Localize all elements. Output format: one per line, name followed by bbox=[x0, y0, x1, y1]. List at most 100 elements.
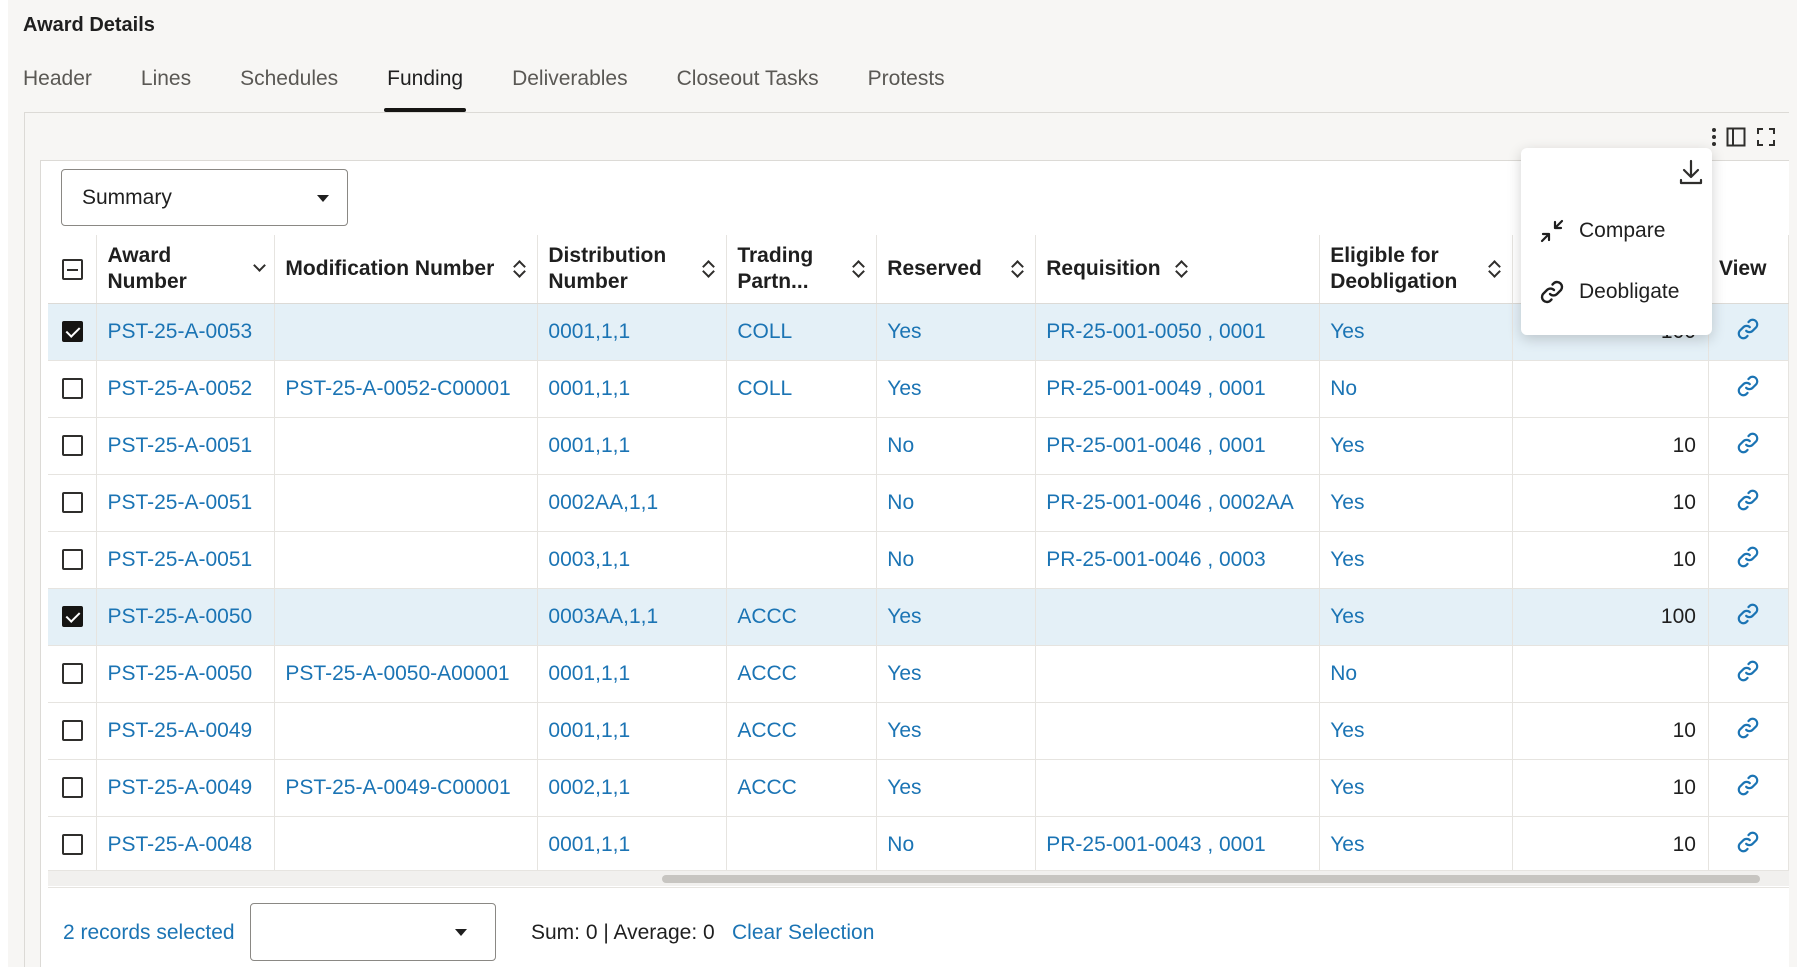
requisition-cell[interactable]: PR-25-001-0046 , 0003 bbox=[1035, 531, 1321, 589]
tab-closeout-tasks[interactable]: Closeout Tasks bbox=[676, 67, 819, 90]
fullscreen-icon[interactable] bbox=[1755, 126, 1777, 148]
requisition-cell[interactable]: PR-25-001-0046 , 0001 bbox=[1035, 417, 1321, 475]
view-link-icon[interactable] bbox=[1736, 374, 1760, 404]
table-row[interactable]: PST-25-A-0051 0001,1,1 No PR-25-001-0046 , … bbox=[48, 417, 1789, 475]
distribution-number-cell[interactable]: 0003AA,1,1 bbox=[537, 588, 728, 646]
requisition-cell[interactable] bbox=[1035, 759, 1321, 817]
table-row[interactable]: PST-25-A-0049 0001,1,1 ACCC Yes Yes 10 bbox=[48, 702, 1789, 760]
col-award-number[interactable]: Award Number bbox=[96, 235, 276, 304]
requisition-cell[interactable] bbox=[1035, 588, 1321, 646]
view-link-icon[interactable] bbox=[1736, 488, 1760, 518]
award-number-cell[interactable]: PST-25-A-0053 bbox=[96, 303, 276, 361]
trading-partner-cell[interactable]: ACCC bbox=[726, 645, 878, 703]
modification-number-cell[interactable] bbox=[274, 474, 539, 532]
view-link-icon[interactable] bbox=[1736, 659, 1760, 689]
modification-number-cell[interactable] bbox=[274, 588, 539, 646]
table-row[interactable]: PST-25-A-0051 0003,1,1 No PR-25-001-0046 , … bbox=[48, 531, 1789, 589]
modification-number-cell[interactable]: PST-25-A-0052-C00001 bbox=[274, 360, 539, 418]
select-all-checkbox[interactable] bbox=[61, 258, 83, 280]
row-checkbox[interactable] bbox=[61, 549, 83, 571]
reserved-cell[interactable]: Yes bbox=[876, 702, 1037, 760]
trading-partner-cell[interactable]: COLL bbox=[726, 303, 878, 361]
reserved-cell[interactable]: No bbox=[876, 816, 1037, 870]
modification-number-cell[interactable]: PST-25-A-0050-A00001 bbox=[274, 645, 539, 703]
row-checkbox[interactable] bbox=[61, 720, 83, 742]
modification-number-cell[interactable] bbox=[274, 531, 539, 589]
col-modification-number[interactable]: Modification Number bbox=[274, 235, 539, 304]
modification-number-cell[interactable] bbox=[274, 702, 539, 760]
reserved-cell[interactable]: Yes bbox=[876, 588, 1037, 646]
requisition-cell[interactable] bbox=[1035, 645, 1321, 703]
col-requisition[interactable]: Requisition bbox=[1035, 235, 1321, 304]
eligible-cell[interactable]: No bbox=[1319, 360, 1514, 418]
row-checkbox[interactable] bbox=[61, 492, 83, 514]
eligible-cell[interactable]: Yes bbox=[1319, 303, 1514, 361]
award-number-cell[interactable]: PST-25-A-0050 bbox=[96, 645, 276, 703]
row-checkbox[interactable] bbox=[61, 663, 83, 685]
col-distribution-number[interactable]: Distribution Number bbox=[537, 235, 728, 304]
clear-selection-link[interactable]: Clear Selection bbox=[732, 921, 875, 944]
table-row[interactable]: PST-25-A-0050 0003AA,1,1 ACCC Yes Yes 100 bbox=[48, 588, 1789, 646]
view-link-icon[interactable] bbox=[1736, 545, 1760, 575]
table-row[interactable]: PST-25-A-0050 PST-25-A-0050-A00001 0001,1,… bbox=[48, 645, 1789, 703]
panel-toggle-icon[interactable] bbox=[1725, 126, 1747, 148]
distribution-number-cell[interactable]: 0001,1,1 bbox=[537, 417, 728, 475]
distribution-number-cell[interactable]: 0001,1,1 bbox=[537, 360, 728, 418]
eligible-cell[interactable]: Yes bbox=[1319, 417, 1514, 475]
tab-protests[interactable]: Protests bbox=[867, 67, 945, 90]
reserved-cell[interactable]: No bbox=[876, 531, 1037, 589]
action-select[interactable] bbox=[250, 903, 496, 961]
table-row[interactable]: PST-25-A-0053 0001,1,1 COLL Yes PR-25-001-00… bbox=[48, 303, 1789, 361]
view-link-icon[interactable] bbox=[1736, 830, 1760, 860]
more-options-icon[interactable] bbox=[1708, 126, 1720, 148]
reserved-cell[interactable]: Yes bbox=[876, 303, 1037, 361]
row-checkbox[interactable] bbox=[61, 378, 83, 400]
view-select[interactable]: Summary bbox=[61, 169, 348, 226]
eligible-cell[interactable]: Yes bbox=[1319, 474, 1514, 532]
row-checkbox[interactable] bbox=[61, 606, 83, 628]
award-number-cell[interactable]: PST-25-A-0051 bbox=[96, 474, 276, 532]
view-link-icon[interactable] bbox=[1736, 602, 1760, 632]
eligible-cell[interactable]: No bbox=[1319, 645, 1514, 703]
requisition-cell[interactable]: PR-25-001-0049 , 0001 bbox=[1035, 360, 1321, 418]
trading-partner-cell[interactable]: ACCC bbox=[726, 702, 878, 760]
trading-partner-cell[interactable]: ACCC bbox=[726, 588, 878, 646]
requisition-cell[interactable]: PR-25-001-0046 , 0002AA bbox=[1035, 474, 1321, 532]
table-row[interactable]: PST-25-A-0049 PST-25-A-0049-C00001 0002,1,… bbox=[48, 759, 1789, 817]
eligible-cell[interactable]: Yes bbox=[1319, 588, 1514, 646]
award-number-cell[interactable]: PST-25-A-0049 bbox=[96, 759, 276, 817]
col-eligible-for-deobligation[interactable]: Eligible for Deobligation bbox=[1319, 235, 1514, 304]
horizontal-scrollbar[interactable] bbox=[48, 870, 1789, 886]
eligible-cell[interactable]: Yes bbox=[1319, 816, 1514, 870]
distribution-number-cell[interactable]: 0001,1,1 bbox=[537, 303, 728, 361]
reserved-cell[interactable]: No bbox=[876, 417, 1037, 475]
col-trading-partner[interactable]: Trading Partn... bbox=[726, 235, 878, 304]
distribution-number-cell[interactable]: 0002AA,1,1 bbox=[537, 474, 728, 532]
distribution-number-cell[interactable]: 0002,1,1 bbox=[537, 759, 728, 817]
distribution-number-cell[interactable]: 0001,1,1 bbox=[537, 645, 728, 703]
compare-menu-item[interactable]: Compare bbox=[1521, 206, 1712, 256]
modification-number-cell[interactable]: PST-25-A-0049-C00001 bbox=[274, 759, 539, 817]
requisition-cell[interactable]: PR-25-001-0043 , 0001 bbox=[1035, 816, 1321, 870]
tab-deliverables[interactable]: Deliverables bbox=[512, 67, 628, 90]
view-link-icon[interactable] bbox=[1736, 773, 1760, 803]
table-row[interactable]: PST-25-A-0052 PST-25-A-0052-C00001 0001,1,… bbox=[48, 360, 1789, 418]
col-view[interactable]: View bbox=[1708, 235, 1789, 304]
distribution-number-cell[interactable]: 0003,1,1 bbox=[537, 531, 728, 589]
award-number-cell[interactable]: PST-25-A-0051 bbox=[96, 417, 276, 475]
tab-funding[interactable]: Funding bbox=[384, 64, 466, 112]
reserved-cell[interactable]: Yes bbox=[876, 645, 1037, 703]
distribution-number-cell[interactable]: 0001,1,1 bbox=[537, 702, 728, 760]
trading-partner-cell[interactable] bbox=[726, 816, 878, 870]
trading-partner-cell[interactable] bbox=[726, 531, 878, 589]
table-row[interactable]: PST-25-A-0051 0002AA,1,1 No PR-25-001-0046 … bbox=[48, 474, 1789, 532]
table-row[interactable]: PST-25-A-0048 0001,1,1 No PR-25-001-0043 , … bbox=[48, 816, 1789, 870]
modification-number-cell[interactable] bbox=[274, 303, 539, 361]
view-link-icon[interactable] bbox=[1736, 431, 1760, 461]
award-number-cell[interactable]: PST-25-A-0048 bbox=[96, 816, 276, 870]
award-number-cell[interactable]: PST-25-A-0051 bbox=[96, 531, 276, 589]
reserved-cell[interactable]: No bbox=[876, 474, 1037, 532]
scrollbar-thumb[interactable] bbox=[662, 875, 1760, 883]
row-checkbox[interactable] bbox=[61, 321, 83, 343]
award-number-cell[interactable]: PST-25-A-0050 bbox=[96, 588, 276, 646]
